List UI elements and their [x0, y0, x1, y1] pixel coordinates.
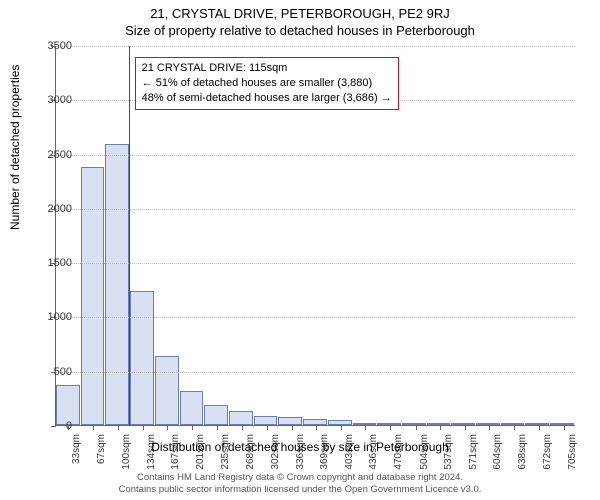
y-tick-label: 2500 — [32, 149, 72, 161]
histogram-bar — [353, 423, 377, 425]
y-tick-label: 2000 — [32, 203, 72, 215]
x-tick — [341, 425, 342, 430]
x-tick — [242, 425, 243, 430]
histogram-bar — [451, 423, 475, 425]
histogram-bar — [525, 423, 549, 425]
histogram-bar — [180, 391, 204, 425]
grid-line — [56, 317, 575, 318]
histogram-bar — [229, 411, 253, 425]
histogram-bar — [155, 356, 179, 425]
x-axis-title: Distribution of detached houses by size … — [0, 440, 600, 454]
grid-line — [56, 155, 575, 156]
grid-line — [56, 263, 575, 264]
y-tick-label: 1500 — [32, 257, 72, 269]
histogram-bar — [278, 417, 302, 425]
histogram-bar — [427, 423, 451, 425]
callout-line: 21 CRYSTAL DRIVE: 115sqm — [142, 61, 392, 76]
grid-line — [56, 46, 575, 47]
histogram-bar — [402, 423, 426, 425]
x-tick — [93, 425, 94, 430]
x-tick — [564, 425, 565, 430]
histogram-bar — [377, 423, 401, 425]
x-tick — [365, 425, 366, 430]
x-tick — [440, 425, 441, 430]
y-axis-title: Number of detached properties — [8, 65, 22, 230]
x-tick — [217, 425, 218, 430]
x-tick — [489, 425, 490, 430]
histogram-bar — [130, 291, 154, 425]
chart-area: 21 CRYSTAL DRIVE: 115sqm ← 51% of detach… — [55, 46, 575, 426]
callout-line: ← 51% of detached houses are smaller (3,… — [142, 76, 392, 91]
x-tick — [539, 425, 540, 430]
y-tick-label: 500 — [32, 366, 72, 378]
x-tick — [465, 425, 466, 430]
x-tick — [316, 425, 317, 430]
x-tick — [118, 425, 119, 430]
histogram-bar — [476, 423, 500, 425]
page-title-line2: Size of property relative to detached ho… — [0, 21, 600, 42]
x-tick — [267, 425, 268, 430]
histogram-bar — [81, 167, 105, 425]
histogram-bar — [303, 419, 327, 425]
x-tick — [292, 425, 293, 430]
grid-line — [56, 372, 575, 373]
grid-line — [56, 209, 575, 210]
x-tick — [514, 425, 515, 430]
histogram-bar — [204, 405, 228, 425]
attribution-line: Contains public sector information licen… — [0, 484, 600, 496]
callout-box: 21 CRYSTAL DRIVE: 115sqm ← 51% of detach… — [135, 57, 399, 110]
x-tick — [416, 425, 417, 430]
x-tick — [192, 425, 193, 430]
histogram-bar — [105, 144, 129, 425]
histogram-bar — [328, 420, 352, 425]
x-tick — [390, 425, 391, 430]
y-tick-label: 1000 — [32, 311, 72, 323]
attribution: Contains HM Land Registry data © Crown c… — [0, 472, 600, 496]
callout-line: 48% of semi-detached houses are larger (… — [142, 91, 392, 106]
x-tick — [167, 425, 168, 430]
y-tick-label: 3000 — [32, 94, 72, 106]
histogram-bar — [56, 385, 80, 425]
histogram-bar — [550, 423, 574, 425]
y-tick-label: 0 — [32, 420, 72, 432]
page-title-line1: 21, CRYSTAL DRIVE, PETERBOROUGH, PE2 9RJ — [0, 0, 600, 21]
histogram-bar — [501, 423, 525, 425]
attribution-line: Contains HM Land Registry data © Crown c… — [0, 472, 600, 484]
y-tick-label: 3500 — [32, 40, 72, 52]
x-tick — [143, 425, 144, 430]
histogram-bar — [254, 416, 278, 425]
plot-area: 21 CRYSTAL DRIVE: 115sqm ← 51% of detach… — [55, 46, 575, 426]
reference-line — [129, 46, 130, 425]
